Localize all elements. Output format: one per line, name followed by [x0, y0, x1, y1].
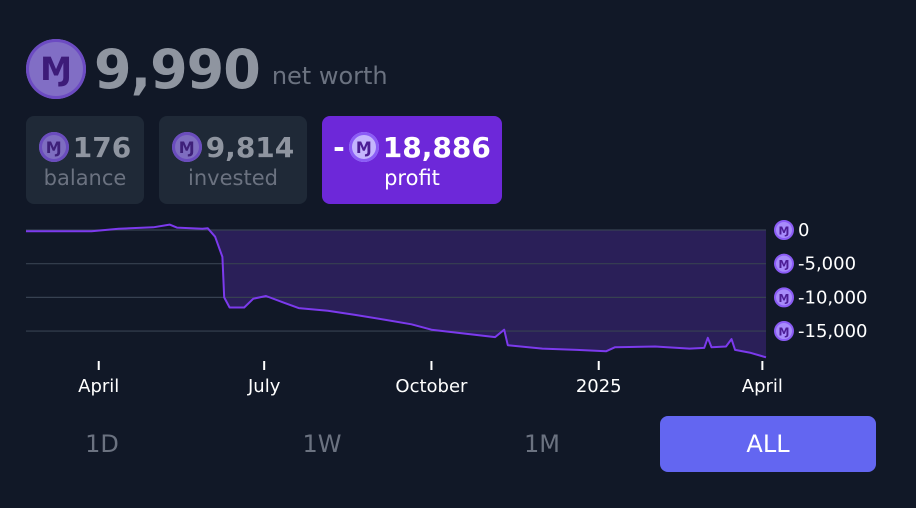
balance-card: Ɱ 176 balance: [26, 116, 144, 204]
range-button-1d[interactable]: 1D: [85, 430, 119, 458]
mana-coin-icon: Ɱ: [348, 132, 379, 162]
profit-value: 18,886: [382, 130, 491, 164]
coin-glyph: Ɱ: [779, 326, 790, 339]
coin-glyph: Ɱ: [779, 225, 790, 238]
mana-coin-icon: Ɱ: [38, 132, 69, 162]
invested-value: 9,814: [205, 130, 295, 164]
net-worth-value: 9,990: [94, 37, 261, 101]
mana-coin-icon: [774, 287, 794, 308]
profit-card[interactable]: - Ɱ 18,886 profit: [322, 116, 502, 204]
x-tick-label: 2025: [576, 376, 622, 397]
y-tick-label: 0: [798, 220, 809, 241]
range-button-all[interactable]: ALL: [660, 416, 876, 472]
net-worth-label: net worth: [271, 62, 388, 90]
coin-glyph: Ɱ: [779, 258, 790, 271]
loss-area: [26, 230, 766, 358]
balance-value: 176: [72, 130, 132, 164]
y-tick-label: -5,000: [798, 254, 856, 275]
profit-line: [26, 223, 767, 359]
y-tick-label: -10,000: [798, 287, 867, 308]
net-worth-header: Ɱ 9,990 net worth: [26, 34, 388, 104]
y-tick: Ɱ -15,000: [774, 321, 867, 342]
profit-sign: -: [333, 130, 345, 164]
mana-coin-icon: [774, 253, 794, 274]
range-button-1m[interactable]: 1M: [524, 430, 560, 458]
invested-label: invested: [188, 165, 278, 190]
mana-coin-icon: [774, 220, 794, 240]
mana-coin-icon: Ɱ: [26, 39, 86, 99]
invested-card: Ɱ 9,814 invested: [159, 116, 307, 204]
y-tick: Ɱ -10,000: [774, 287, 867, 308]
x-tick-label: October: [395, 376, 468, 397]
mana-coin-icon: [774, 321, 794, 342]
balance-label: balance: [43, 165, 127, 190]
x-tick-label: April: [78, 376, 119, 397]
coin-glyph: Ɱ: [779, 292, 790, 305]
profit-label: profit: [384, 165, 440, 190]
x-tick-label: April: [742, 376, 783, 397]
y-tick-label: -15,000: [798, 321, 867, 342]
mana-coin-icon: Ɱ: [171, 132, 202, 162]
x-tick-label: July: [247, 376, 281, 397]
y-tick: Ɱ -5,000: [774, 253, 856, 275]
range-button-1w[interactable]: 1W: [302, 430, 342, 458]
